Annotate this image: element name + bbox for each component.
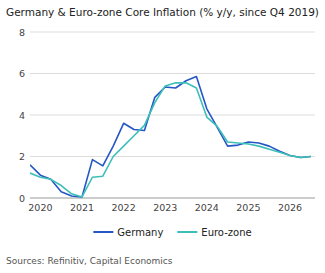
grid-line [30, 73, 315, 74]
grid-line [30, 115, 315, 116]
x-tick-label: 2026 [278, 202, 302, 213]
x-tick-label: 2022 [112, 202, 136, 213]
plot-area [30, 77, 311, 197]
series-line [30, 83, 311, 197]
x-axis-line [30, 198, 315, 199]
legend: Germany Euro-zone [93, 227, 251, 238]
legend-label: Germany [117, 227, 163, 238]
x-tick-label: 2023 [153, 202, 177, 213]
series-line [30, 77, 311, 197]
source-note: Sources: Refinitiv, Capital Economics [6, 256, 173, 266]
legend-item: Germany [93, 227, 163, 238]
y-tick-label: 6 [19, 68, 25, 79]
legend-label: Euro-zone [201, 227, 251, 238]
title: Germany & Euro-zone Core Inflation (% y/… [6, 6, 319, 18]
x-tick-label: 2021 [70, 202, 94, 213]
background [0, 0, 325, 273]
grid-line [30, 156, 315, 157]
y-tick-label: 8 [19, 27, 25, 38]
x-tick-label: 2025 [236, 202, 260, 213]
legend-item: Euro-zone [177, 227, 251, 238]
legend-swatch [93, 231, 113, 233]
grid-line [30, 198, 315, 199]
legend-swatch [177, 231, 197, 233]
chart: Germany & Euro-zone Core Inflation (% y/… [0, 0, 325, 273]
grid-line [30, 32, 315, 33]
x-tick-label: 2020 [28, 202, 52, 213]
y-tick-label: 2 [19, 151, 25, 162]
x-tick-label: 2024 [195, 202, 219, 213]
y-tick-label: 4 [19, 110, 25, 121]
y-tick-label: 0 [19, 193, 25, 204]
